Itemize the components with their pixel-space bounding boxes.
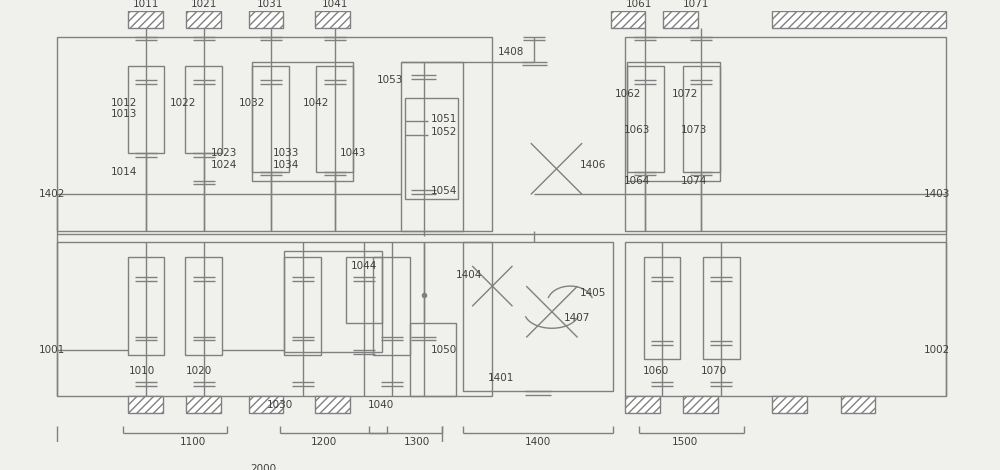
Text: 1011: 1011 <box>133 0 159 9</box>
Bar <box>625 396 660 413</box>
Text: 1040: 1040 <box>367 400 394 410</box>
Bar <box>128 11 163 28</box>
Text: 1071: 1071 <box>683 0 709 9</box>
Text: 1060: 1060 <box>642 366 669 376</box>
Bar <box>249 11 283 28</box>
Text: 1401: 1401 <box>488 373 515 383</box>
Bar <box>284 251 382 352</box>
Text: 1405: 1405 <box>580 289 606 298</box>
Text: 1014: 1014 <box>111 166 137 177</box>
Bar <box>772 396 807 413</box>
Text: 1021: 1021 <box>190 0 217 9</box>
Bar <box>252 62 353 180</box>
Bar <box>128 257 164 355</box>
Bar <box>644 257 680 360</box>
Text: 1052: 1052 <box>431 127 457 137</box>
Text: 1404: 1404 <box>456 270 483 280</box>
Bar <box>346 257 382 323</box>
Bar <box>772 11 946 28</box>
Text: 1074: 1074 <box>681 176 707 186</box>
Bar <box>57 37 492 231</box>
Text: 1062: 1062 <box>615 89 641 99</box>
Bar <box>186 396 221 413</box>
Text: 1300: 1300 <box>404 437 430 447</box>
Bar <box>683 396 718 413</box>
Text: 1032: 1032 <box>239 98 265 108</box>
Bar <box>463 242 613 392</box>
Text: 1063: 1063 <box>624 125 650 135</box>
Bar <box>841 396 875 413</box>
Text: 1023: 1023 <box>211 148 237 158</box>
Text: 1033: 1033 <box>273 148 299 158</box>
Text: 1012: 1012 <box>111 98 137 108</box>
Text: 1064: 1064 <box>624 176 650 186</box>
Bar <box>128 396 163 413</box>
Text: 1002: 1002 <box>924 345 950 355</box>
Bar <box>252 66 289 172</box>
Bar <box>663 11 698 28</box>
Bar <box>611 11 645 28</box>
Text: 1031: 1031 <box>256 0 283 9</box>
Text: 1406: 1406 <box>580 160 606 170</box>
Text: 1100: 1100 <box>180 437 206 447</box>
Text: 1500: 1500 <box>672 437 698 447</box>
Text: 1030: 1030 <box>267 400 293 410</box>
Bar <box>315 11 350 28</box>
Bar <box>405 98 458 199</box>
Text: 1041: 1041 <box>322 0 348 9</box>
Bar <box>625 37 946 231</box>
Bar <box>316 66 353 172</box>
Text: 1073: 1073 <box>681 125 707 135</box>
Bar <box>410 323 456 396</box>
Text: 1408: 1408 <box>497 47 524 57</box>
Text: 1061: 1061 <box>626 0 652 9</box>
Bar <box>284 257 321 355</box>
Bar <box>625 242 946 396</box>
Text: 1400: 1400 <box>525 437 551 447</box>
Text: 1013: 1013 <box>111 109 137 119</box>
Text: 1022: 1022 <box>169 98 196 108</box>
Text: 1200: 1200 <box>311 437 337 447</box>
Bar <box>249 396 283 413</box>
Text: 1043: 1043 <box>340 148 366 158</box>
Text: 1403: 1403 <box>924 189 950 199</box>
Bar <box>627 66 664 172</box>
Bar <box>315 396 350 413</box>
Bar <box>401 62 463 231</box>
Bar <box>185 257 222 355</box>
Text: 1042: 1042 <box>303 98 330 108</box>
Bar <box>186 11 221 28</box>
Text: 2000: 2000 <box>250 464 276 470</box>
Text: 1070: 1070 <box>701 366 727 376</box>
Text: 1053: 1053 <box>376 75 403 85</box>
Text: 1010: 1010 <box>129 366 155 376</box>
Bar <box>128 66 164 153</box>
Text: 1051: 1051 <box>431 114 457 124</box>
Text: 1024: 1024 <box>211 160 237 170</box>
Text: 1034: 1034 <box>273 160 299 170</box>
Text: 1072: 1072 <box>672 89 698 99</box>
Bar <box>627 62 720 180</box>
Bar <box>185 66 222 153</box>
Text: 1020: 1020 <box>186 366 212 376</box>
Bar <box>57 242 492 396</box>
Bar <box>683 66 720 172</box>
Text: 1044: 1044 <box>351 261 377 271</box>
Text: 1407: 1407 <box>563 313 590 323</box>
Bar <box>703 257 740 360</box>
Text: 1054: 1054 <box>431 186 457 196</box>
Text: 1001: 1001 <box>39 345 66 355</box>
Bar <box>373 257 410 355</box>
Text: 1402: 1402 <box>39 189 66 199</box>
Text: 1050: 1050 <box>431 345 457 355</box>
